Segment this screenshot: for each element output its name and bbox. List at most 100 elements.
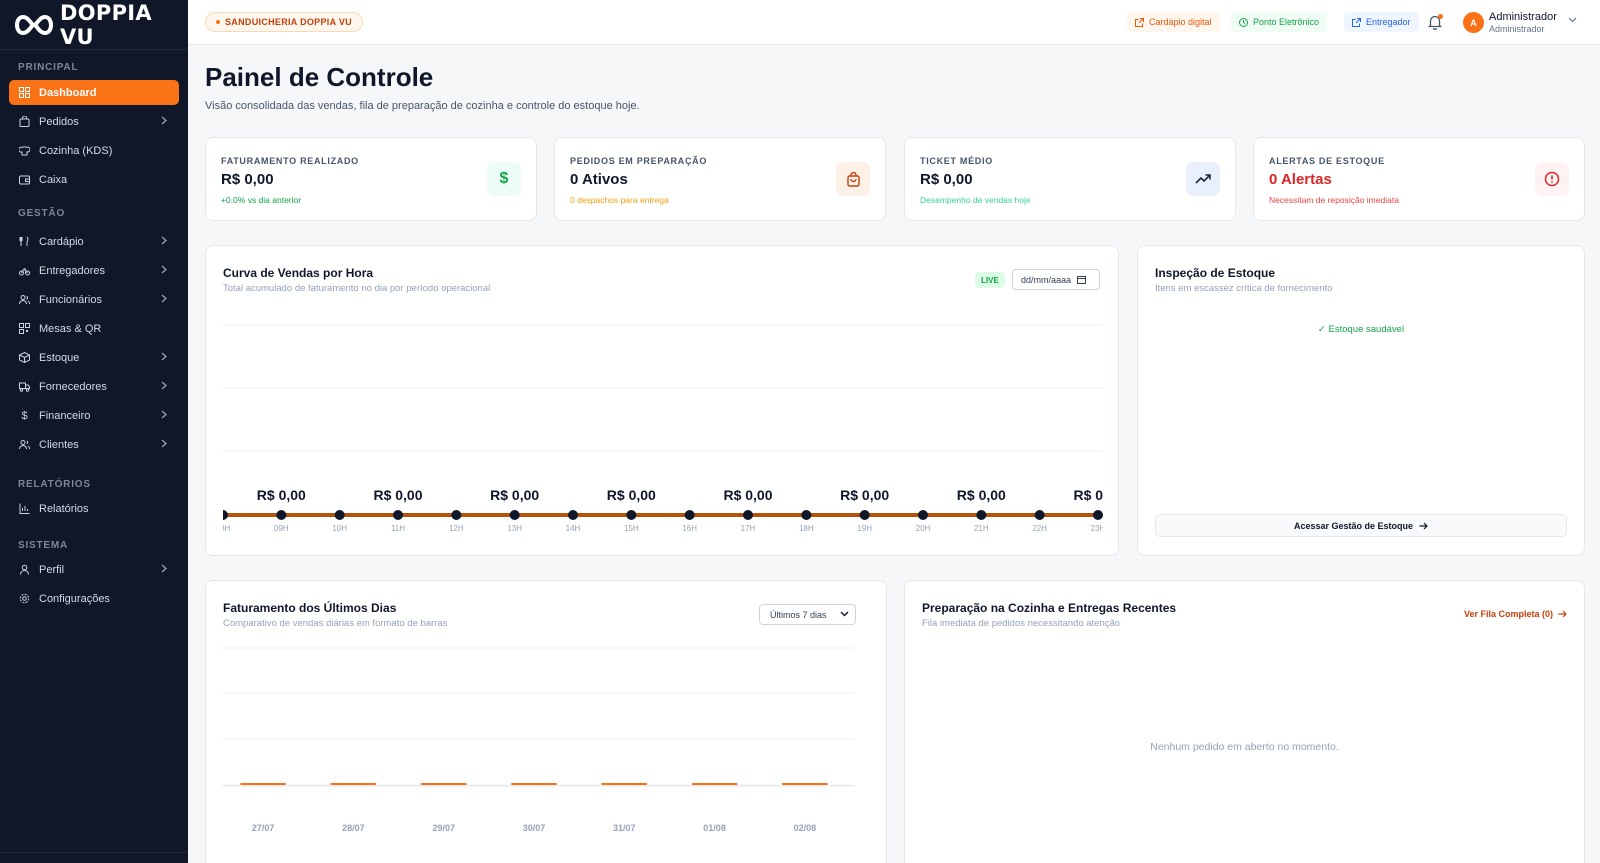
- x-tick-label: 12H: [449, 524, 464, 533]
- stat-label: ALERTAS DE ESTOQUE: [1269, 156, 1385, 166]
- sidebar-item-caixa[interactable]: Caixa: [9, 167, 179, 192]
- digital-menu-button[interactable]: Cardápio digital: [1127, 12, 1220, 32]
- period-select[interactable]: Últimos 7 dias: [759, 604, 856, 625]
- stat-label: TICKET MÉDIO: [920, 156, 993, 166]
- bike-icon: [19, 265, 30, 276]
- view-full-queue-link[interactable]: Ver Fila Completa (0): [1464, 609, 1567, 619]
- empty-orders-message: Nenhum pedido em aberto no momento.: [1150, 741, 1339, 753]
- chevron-right-icon: [161, 381, 167, 390]
- brand-logo[interactable]: DOPPIA VU: [0, 0, 188, 50]
- package-icon: [19, 352, 30, 363]
- sidebar-item-relatorios[interactable]: Relatórios: [9, 496, 179, 521]
- courier-label: Entregador: [1366, 17, 1411, 27]
- stat-label: FATURAMENTO REALIZADO: [221, 156, 359, 166]
- sidebar-item-label: Mesas & QR: [39, 322, 102, 335]
- data-label: R$ 0,00: [957, 487, 1006, 503]
- x-tick-label: 11H: [391, 524, 405, 533]
- data-point: [1093, 510, 1103, 520]
- data-point: [334, 510, 345, 520]
- user-name[interactable]: Administrador: [1489, 11, 1557, 23]
- hourly-sales-chart: 08H 09H 10H 11H 12H 13H 14H 15H 16H 17H 18H 19H 20H 2…: [223, 324, 1103, 533]
- live-badge: LIVE: [975, 272, 1005, 288]
- data-point: [223, 510, 228, 520]
- data-point: [918, 510, 928, 520]
- chevron-right-icon: [161, 352, 167, 361]
- sidebar-item-cozinha[interactable]: Cozinha (KDS): [9, 138, 179, 163]
- data-point: [976, 510, 987, 520]
- x-tick-label: 22H: [1032, 524, 1047, 533]
- panel-title: Curva de Vendas por Hora: [223, 266, 374, 280]
- chevron-down-icon: [840, 611, 849, 617]
- bar: [601, 783, 648, 785]
- x-tick-label: 16H: [682, 524, 697, 533]
- data-point: [276, 510, 287, 520]
- data-point: [451, 510, 462, 520]
- store-badge[interactable]: SANDUICHERIA DOPPIA VU: [205, 12, 363, 32]
- sidebar-item-entregadores[interactable]: Entregadores: [9, 258, 179, 283]
- x-tick-label: 18H: [799, 524, 814, 533]
- truck-icon: [19, 381, 30, 392]
- x-tick-label: 20H: [916, 524, 931, 533]
- date-placeholder: dd/mm/aaaa: [1021, 274, 1072, 285]
- sidebar-item-perfil[interactable]: Perfil: [9, 557, 179, 582]
- chevron-right-icon: [161, 236, 167, 245]
- bar-chart-icon: [19, 503, 30, 514]
- data-point: [801, 510, 812, 520]
- stat-sub: Necessitam de reposição imediata: [1269, 195, 1399, 205]
- bar: [240, 783, 287, 785]
- user-group-icon: [19, 439, 30, 450]
- x-tick-label: 23H: [1091, 524, 1103, 533]
- sidebar-item-fornecedores[interactable]: Fornecedores: [9, 374, 179, 399]
- sidebar-item-label: Configurações: [39, 592, 110, 605]
- chevron-right-icon: [161, 564, 167, 573]
- stock-management-button[interactable]: Acessar Gestão de Estoque: [1155, 514, 1567, 537]
- avatar[interactable]: A: [1463, 12, 1484, 33]
- x-tick-label: 29/07: [432, 823, 455, 833]
- alert-circle-icon: [1535, 162, 1569, 196]
- notifications-button[interactable]: [1426, 13, 1444, 31]
- sidebar-item-label: Funcionários: [39, 293, 102, 306]
- stat-sub: +0.0% vs dia anterior: [221, 195, 302, 205]
- x-tick-label: 28/07: [342, 823, 365, 833]
- notification-dot: [1438, 14, 1443, 19]
- sidebar-item-clientes[interactable]: Clientes: [9, 432, 179, 457]
- calendar-icon: [1077, 276, 1087, 284]
- panel-title: Preparação na Cozinha e Entregas Recente…: [922, 601, 1177, 615]
- qr-icon: [19, 323, 30, 334]
- x-tick-label: 02/08: [794, 823, 817, 833]
- date-picker-input[interactable]: dd/mm/aaaa: [1012, 269, 1100, 290]
- trending-up-icon: [1186, 162, 1220, 196]
- x-tick-label: 19H: [857, 524, 872, 533]
- time-clock-button[interactable]: Ponto Eletrônico: [1231, 12, 1328, 32]
- panel-subtitle: Comparativo de vendas diárias em formato…: [223, 618, 448, 629]
- bell-icon: [1427, 15, 1443, 31]
- sidebar-item-label: Entregadores: [39, 264, 106, 277]
- users-icon: [19, 294, 30, 305]
- data-label: R$ 0,00: [840, 487, 889, 503]
- utensils-icon: [19, 236, 30, 247]
- infinity-logo-icon: [15, 14, 53, 35]
- sidebar-item-cardapio[interactable]: Cardápio: [9, 229, 179, 254]
- user-role: Administrador: [1489, 24, 1545, 34]
- digital-menu-label: Cardápio digital: [1149, 17, 1212, 27]
- courier-button[interactable]: Entregador: [1344, 12, 1419, 32]
- time-clock-label: Ponto Eletrônico: [1253, 17, 1320, 27]
- sidebar-footer-divider: [0, 852, 188, 853]
- data-point: [743, 510, 753, 520]
- sidebar-item-label: Financeiro: [39, 409, 91, 422]
- chevron-down-icon[interactable]: [1568, 17, 1577, 23]
- stat-card-ticket: TICKET MÉDIO R$ 0,00 Desempenho de venda…: [904, 137, 1236, 221]
- chevron-right-icon: [161, 439, 167, 448]
- x-tick-label: 14H: [566, 524, 581, 533]
- sidebar-item-configuracoes[interactable]: Configurações: [9, 586, 179, 611]
- sidebar-item-estoque[interactable]: Estoque: [9, 345, 179, 370]
- sidebar-item-mesas-qr[interactable]: Mesas & QR: [9, 316, 179, 341]
- sidebar-item-financeiro[interactable]: $ Financeiro: [9, 403, 179, 428]
- data-label: R$ 0,00: [607, 487, 656, 503]
- sidebar-item-dashboard[interactable]: Dashboard: [9, 80, 179, 105]
- panel-subtitle: Total acumulado de faturamento no dia po…: [223, 283, 491, 294]
- data-point: [626, 510, 637, 520]
- sidebar-item-funcionarios[interactable]: Funcionários: [9, 287, 179, 312]
- sidebar-item-pedidos[interactable]: Pedidos: [9, 109, 179, 134]
- stat-value: R$ 0,00: [221, 171, 274, 188]
